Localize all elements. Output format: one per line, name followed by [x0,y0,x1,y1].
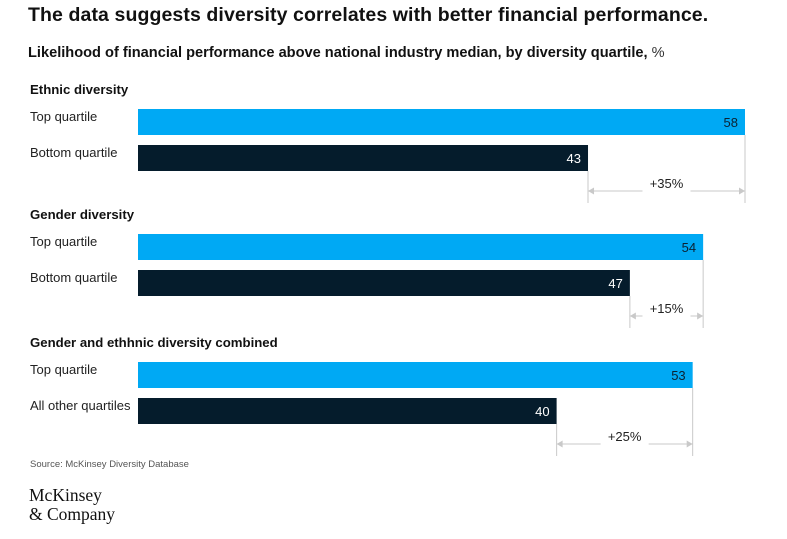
bar-value-label: 40 [535,404,549,419]
bar-category-label: All other quartiles [30,398,131,413]
group-label: Ethnic diversity [30,82,129,97]
bar-value-label: 54 [682,240,696,255]
difference-label-bg [642,182,691,200]
bar-category-label: Top quartile [30,234,97,249]
bracket-arrow-left [556,440,563,448]
group-label: Gender and ethhnic diversity combined [30,335,278,350]
bracket-arrow-right [686,440,693,448]
bar-top [138,362,693,388]
bar-category-label: Bottom quartile [30,145,117,160]
bar-top [138,234,704,260]
mckinsey-logo: McKinsey & Company [29,486,149,524]
bar-value-label: 58 [724,115,738,130]
difference-label: +35% [650,176,684,191]
logo-line-2: & Company [29,504,116,524]
group-label: Gender diversity [30,207,135,222]
bar-top [138,109,745,135]
bracket-arrow-right [739,187,745,195]
bar-category-label: Top quartile [30,362,97,377]
bar-chart: Ethnic diversity Top quartile 58 Bottom qua… [30,82,746,456]
bar-value-label: 53 [671,368,685,383]
difference-label-bg [642,307,691,325]
logo-line-1: McKinsey [29,485,102,505]
page-title: The data suggests diversity correlates w… [28,4,709,26]
bar-bottom [138,145,589,171]
subtitle-text: Likelihood of financial performance abov… [28,45,648,61]
bar-bottom [138,270,630,296]
difference-label: +25% [608,429,642,444]
bar-category-label: Top quartile [30,109,97,124]
difference-label: +15% [650,301,684,316]
bar-value-label: 47 [608,276,622,291]
bar-bottom [138,398,557,424]
bar-value-label: 43 [567,151,581,166]
bracket-arrow-left [629,312,636,320]
bracket-arrow-right [697,312,704,320]
bracket-arrow-left [588,187,595,195]
difference-label-bg [600,435,649,453]
subtitle-unit: % [651,45,665,61]
bar-category-label: Bottom quartile [30,270,117,285]
source-note: Source: McKinsey Diversity Database [30,459,189,470]
chart-subtitle: Likelihood of financial performance abov… [28,45,665,61]
